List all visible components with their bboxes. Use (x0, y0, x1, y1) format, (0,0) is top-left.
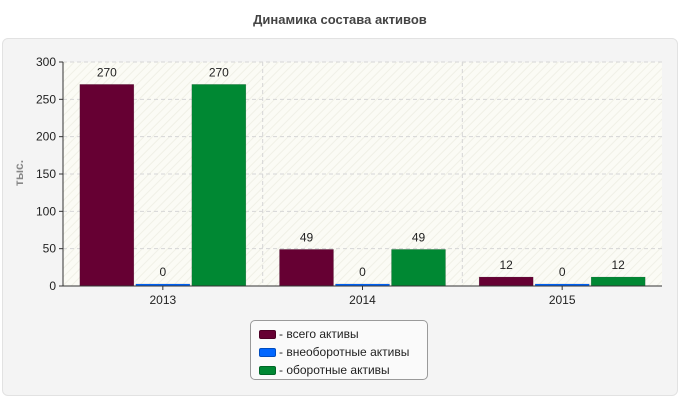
legend-item-noncurrent: - внеоборотные активы (259, 343, 427, 361)
y-tick-label: 150 (36, 167, 56, 181)
legend-swatch-total (259, 329, 276, 339)
bar-value-label: 49 (300, 230, 314, 244)
y-tick-label: 200 (36, 130, 56, 144)
y-tick-label: 0 (49, 279, 56, 293)
x-tick-label: 2015 (549, 293, 576, 307)
bar-value-label: 0 (359, 265, 366, 279)
grid (63, 61, 662, 286)
plot-area (63, 62, 662, 286)
x-tick-label: 2013 (149, 293, 176, 307)
bar-value-label: 270 (209, 65, 229, 79)
legend-swatch-noncurrent (259, 347, 276, 357)
bar (478, 276, 534, 287)
y-tick-label: 300 (36, 55, 56, 69)
chart-title: Динамика состава активов (253, 12, 427, 27)
legend-swatch-current (259, 365, 276, 375)
bars: 270 0 270 49 0 49 12 0 12 (79, 65, 646, 287)
bar-value-label: 0 (559, 265, 566, 279)
bar-value-label: 12 (611, 258, 625, 272)
y-tick-label: 100 (36, 204, 56, 218)
y-tick-label: 50 (43, 242, 57, 256)
bar-value-label: 270 (97, 65, 117, 79)
bar (191, 84, 247, 287)
bar-value-label: 49 (412, 230, 426, 244)
legend-label-noncurrent: - внеоборотные активы (279, 345, 410, 359)
bar (79, 84, 135, 287)
legend-item-current: - оборотные активы (259, 361, 427, 379)
legend-label-total: - всего активы (279, 327, 359, 341)
y-tick-label: 250 (36, 92, 56, 106)
bar (279, 249, 334, 287)
legend-item-total: - всего активы (259, 325, 427, 343)
bar-value-label: 12 (499, 258, 513, 272)
bar-value-label: 0 (159, 265, 166, 279)
chart-legend: - всего активы - внеоборотные активы - о… (250, 320, 428, 380)
bar (590, 276, 646, 287)
y-axis-label: тыс. (12, 160, 26, 186)
axes: 0 50 100 150 200 250 300 2013 2014 2015 (36, 55, 662, 307)
bar (391, 249, 446, 287)
legend-label-current: - оборотные активы (279, 363, 390, 377)
x-tick-label: 2014 (349, 293, 376, 307)
